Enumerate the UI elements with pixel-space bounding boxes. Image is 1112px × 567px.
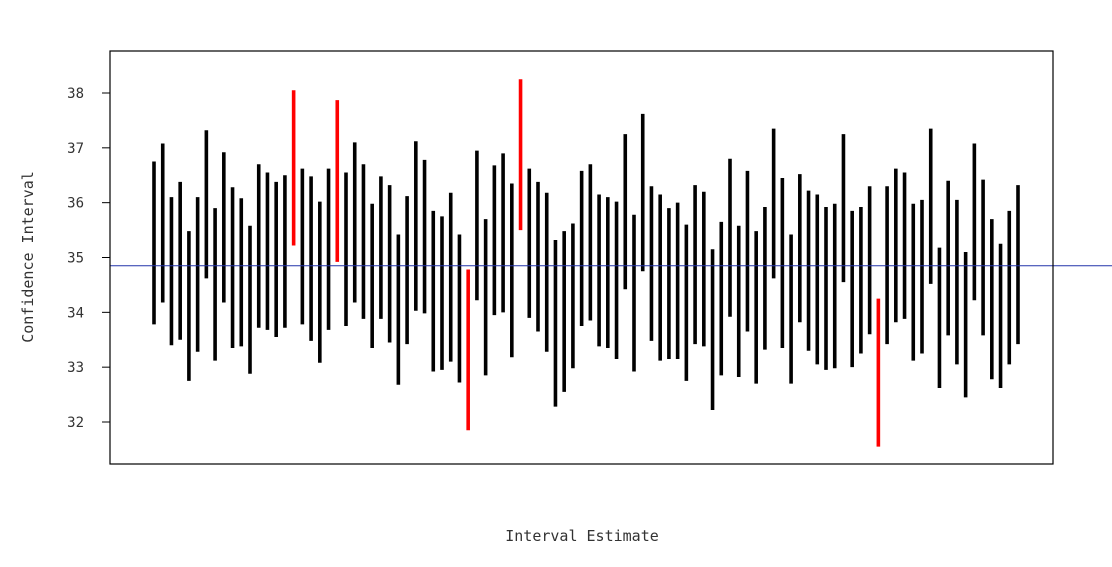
y-tick-label: 36 xyxy=(67,196,84,212)
y-axis-label: Confidence Interval xyxy=(19,171,37,343)
y-tick-label: 34 xyxy=(67,305,84,321)
y-tick-label: 35 xyxy=(67,251,84,267)
y-axis: 32 33 34 35 36 37 38 xyxy=(67,86,111,431)
x-axis-label: Interval Estimate xyxy=(505,527,659,545)
y-tick-label: 33 xyxy=(67,360,84,376)
y-tick-label: 37 xyxy=(67,141,84,157)
y-tick-label: 38 xyxy=(67,86,84,102)
interval-bars xyxy=(152,79,1020,447)
y-tick-label: 32 xyxy=(67,415,84,431)
